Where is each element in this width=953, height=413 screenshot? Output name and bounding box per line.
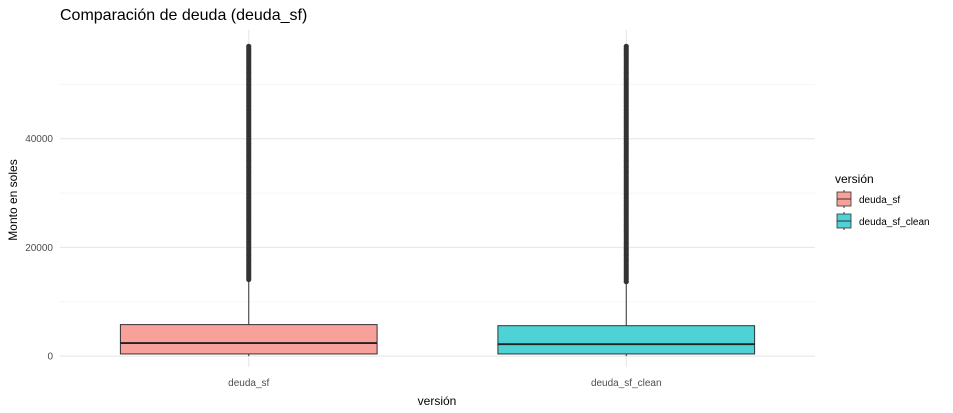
y-tick-label: 40000 — [25, 134, 53, 145]
plot-area — [120, 44, 754, 356]
legend-title: versión — [835, 172, 874, 186]
legend-label: deuda_sf_clean — [859, 217, 930, 228]
box — [120, 325, 377, 354]
grid — [60, 30, 815, 367]
y-axis-title: Monto en soles — [6, 159, 20, 240]
chart-title: Comparación de deuda (deuda_sf) — [60, 7, 307, 24]
legend-entry: deuda_sf — [837, 190, 900, 208]
y-axis: 0 20000 40000 — [25, 134, 53, 362]
outlier-points — [246, 44, 251, 282]
legend: versión deuda_sf deuda_sf_clean — [835, 172, 930, 230]
x-axis: deuda_sf deuda_sf_clean — [228, 378, 661, 389]
outlier-points — [624, 44, 629, 285]
box — [498, 326, 755, 354]
legend-entry: deuda_sf_clean — [837, 212, 930, 230]
x-tick-label: deuda_sf — [228, 378, 269, 389]
box-group — [120, 44, 377, 356]
box-group — [498, 44, 755, 356]
y-tick-label: 0 — [47, 352, 53, 363]
x-axis-title: versión — [418, 394, 457, 408]
x-tick-label: deuda_sf_clean — [591, 378, 662, 389]
legend-label: deuda_sf — [859, 195, 900, 206]
y-tick-label: 20000 — [25, 243, 53, 254]
